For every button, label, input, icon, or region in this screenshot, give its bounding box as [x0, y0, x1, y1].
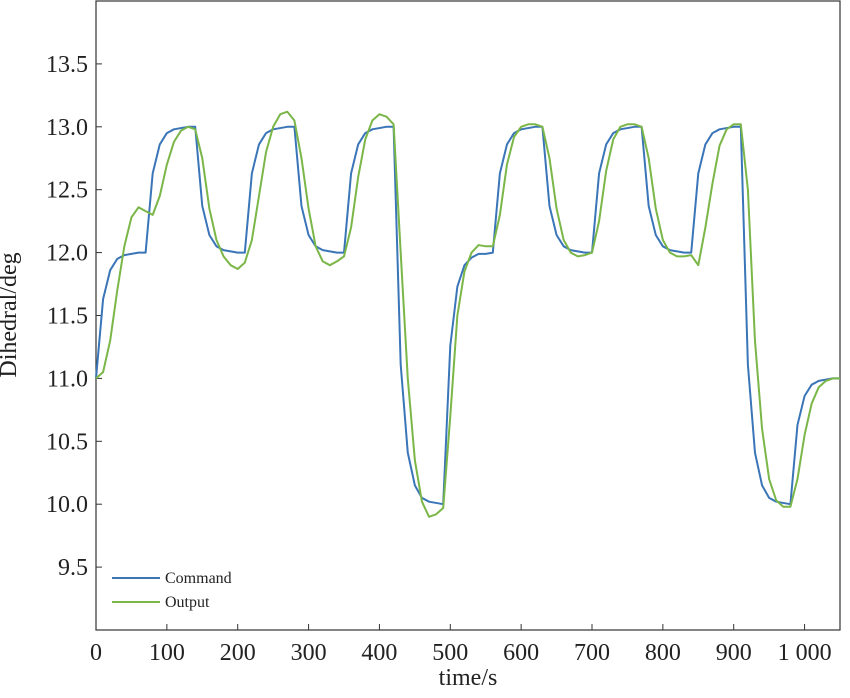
- y-tick-label: 10.0: [46, 492, 88, 518]
- y-axis-label: Dihedral/deg: [0, 252, 22, 377]
- x-tick-label: 1 000: [778, 640, 832, 666]
- x-tick-label: 200: [220, 640, 256, 666]
- x-tick-label: 600: [503, 640, 539, 666]
- series-line: [95, 125, 840, 506]
- x-tick-label: 400: [361, 640, 397, 666]
- x-axis-label: time/s: [439, 665, 498, 691]
- plot-frame: [95, 0, 841, 631]
- x-tick-label: 300: [291, 640, 327, 666]
- y-tick-label: 12.5: [46, 178, 88, 204]
- y-tick-label: 13.5: [46, 52, 88, 78]
- y-tick-label: 11.0: [47, 366, 88, 392]
- x-tick-label: 900: [716, 640, 752, 666]
- series-line: [95, 110, 840, 518]
- y-tick-label: 11.5: [47, 304, 88, 330]
- x-tick-label: 800: [645, 640, 681, 666]
- y-tick-label: 12.0: [46, 241, 88, 267]
- y-tick-label: 10.5: [46, 429, 88, 455]
- y-tick-label: 13.0: [46, 115, 88, 141]
- x-tick-label: 0: [90, 640, 102, 666]
- x-tick-label: 700: [574, 640, 610, 666]
- legend-label: Output: [165, 594, 210, 611]
- y-tick-label: 9.5: [58, 555, 88, 581]
- legend-label: Command: [165, 570, 232, 587]
- x-tick-label: 500: [432, 640, 468, 666]
- x-tick-label: 100: [149, 640, 185, 666]
